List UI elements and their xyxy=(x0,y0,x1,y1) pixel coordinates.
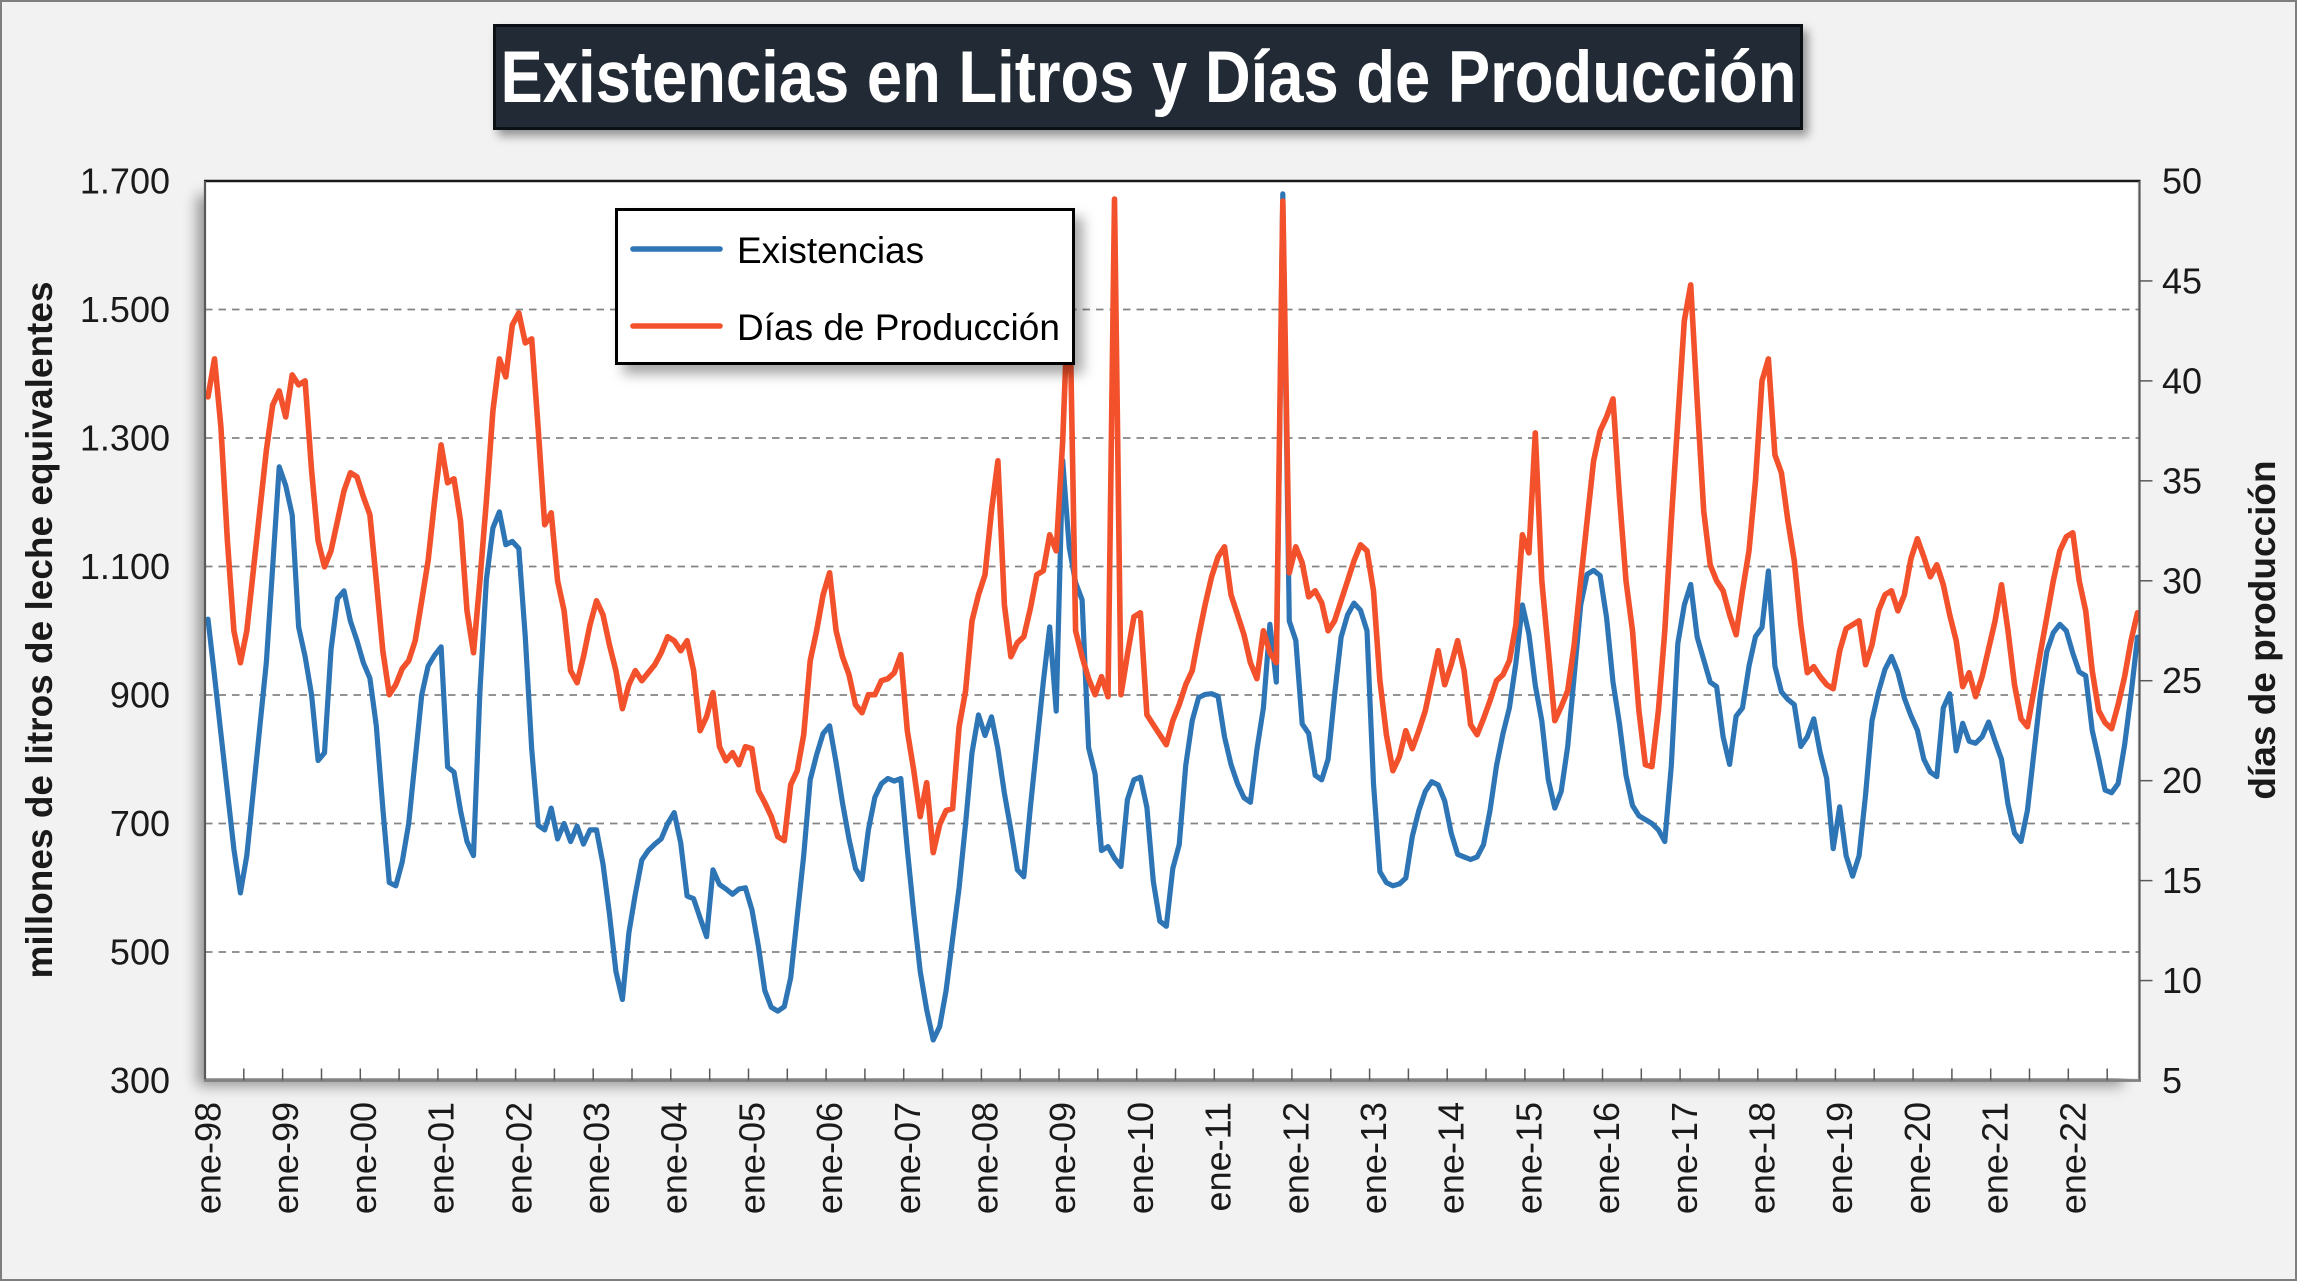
svg-text:ene-21: ene-21 xyxy=(1975,1102,2016,1214)
svg-text:ene-18: ene-18 xyxy=(1742,1102,1783,1214)
svg-text:ene-22: ene-22 xyxy=(2052,1102,2093,1214)
svg-text:1.100: 1.100 xyxy=(80,546,170,587)
svg-text:10: 10 xyxy=(2162,960,2202,1001)
svg-text:ene-19: ene-19 xyxy=(1819,1102,1860,1214)
svg-text:700: 700 xyxy=(110,803,170,844)
svg-text:ene-02: ene-02 xyxy=(498,1102,539,1214)
svg-text:20: 20 xyxy=(2162,760,2202,801)
svg-text:ene-17: ene-17 xyxy=(1664,1102,1705,1214)
svg-text:45: 45 xyxy=(2162,260,2202,301)
svg-text:25: 25 xyxy=(2162,660,2202,701)
svg-text:ene-08: ene-08 xyxy=(965,1102,1006,1214)
svg-text:ene-99: ene-99 xyxy=(265,1102,306,1214)
svg-text:ene-12: ene-12 xyxy=(1275,1102,1316,1214)
svg-text:ene-14: ene-14 xyxy=(1431,1102,1472,1214)
svg-text:ene-09: ene-09 xyxy=(1042,1102,1083,1214)
svg-text:50: 50 xyxy=(2162,161,2202,202)
svg-text:ene-05: ene-05 xyxy=(731,1102,772,1214)
svg-text:5: 5 xyxy=(2162,1060,2182,1101)
svg-text:ene-15: ene-15 xyxy=(1508,1102,1549,1214)
svg-text:1.300: 1.300 xyxy=(80,418,170,459)
svg-text:ene-10: ene-10 xyxy=(1120,1102,1161,1214)
svg-text:ene-13: ene-13 xyxy=(1353,1102,1394,1214)
svg-text:300: 300 xyxy=(110,1060,170,1101)
svg-text:ene-06: ene-06 xyxy=(809,1102,850,1214)
svg-text:1.700: 1.700 xyxy=(80,161,170,202)
svg-text:ene-00: ene-00 xyxy=(343,1102,384,1214)
svg-text:ene-04: ene-04 xyxy=(654,1102,695,1214)
svg-text:ene-11: ene-11 xyxy=(1198,1102,1239,1211)
svg-text:ene-98: ene-98 xyxy=(188,1102,229,1214)
svg-text:ene-20: ene-20 xyxy=(1897,1102,1938,1214)
svg-text:500: 500 xyxy=(110,932,170,973)
svg-text:35: 35 xyxy=(2162,460,2202,501)
svg-text:15: 15 xyxy=(2162,860,2202,901)
svg-text:40: 40 xyxy=(2162,360,2202,401)
svg-text:1.500: 1.500 xyxy=(80,289,170,330)
svg-text:ene-16: ene-16 xyxy=(1586,1102,1627,1214)
svg-text:900: 900 xyxy=(110,675,170,716)
svg-text:30: 30 xyxy=(2162,560,2202,601)
svg-text:ene-01: ene-01 xyxy=(421,1102,462,1214)
svg-text:ene-03: ene-03 xyxy=(576,1102,617,1214)
svg-text:ene-07: ene-07 xyxy=(887,1102,928,1214)
